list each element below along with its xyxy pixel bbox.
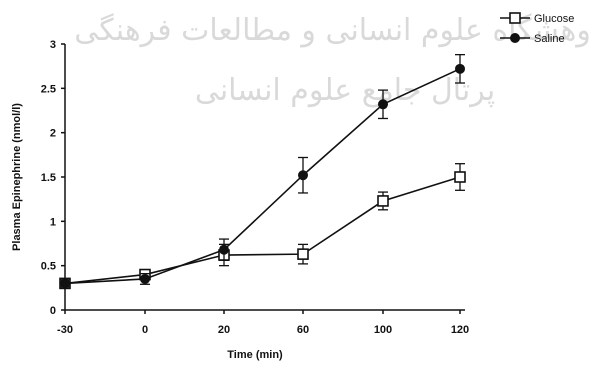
x-tick-label: 60 (297, 324, 309, 336)
data-point-glucose (454, 171, 466, 183)
data-point-saline (378, 99, 388, 110)
x-tick-label: 100 (374, 324, 392, 336)
x-tick-label: -30 (57, 324, 73, 336)
legend-label-saline: Saline (534, 33, 565, 45)
x-tick-label: 20 (218, 324, 230, 336)
series-layer (59, 53, 466, 290)
data-point-saline (455, 63, 465, 74)
data-point-saline (140, 273, 150, 284)
watermark-line-2: پرتال جامع علوم انسانی (195, 73, 495, 108)
y-tick-label: 3 (50, 39, 56, 51)
watermark: پژوهشگاه علوم انسانی و مطالعات فرهنگی پر… (74, 13, 589, 108)
y-tick-label: 2.5 (41, 83, 56, 95)
series-saline (60, 53, 465, 289)
y-tick-label: 1.5 (41, 172, 56, 184)
legend-marker-glucose (509, 12, 521, 24)
series-line-glucose (64, 176, 461, 285)
legend-marker-saline (510, 33, 520, 43)
y-axis-title: Plasma Epinephrine (nmol/l) (11, 103, 23, 251)
x-tick-label: 0 (142, 324, 148, 336)
legend: Glucose Saline (500, 12, 574, 45)
data-point-glucose (377, 195, 389, 207)
y-tick-label: 0 (50, 305, 56, 317)
series-line-saline (64, 68, 461, 285)
data-point-saline (60, 278, 70, 289)
y-tick-label: 1 (50, 216, 56, 228)
data-point-glucose (297, 248, 309, 260)
y-ticks: 0 0.5 1 1.5 2 2.5 3 (41, 39, 65, 317)
series-glucose (59, 163, 466, 290)
x-ticks: -30 0 20 60 100 120 (57, 310, 469, 336)
legend-label-glucose: Glucose (534, 13, 574, 25)
data-point-saline (219, 244, 229, 255)
watermark-line-1: پژوهشگاه علوم انسانی و مطالعات فرهنگی (74, 13, 589, 48)
data-point-saline (298, 170, 308, 181)
y-tick-label: 2 (50, 128, 56, 140)
x-axis-title: Time (min) (227, 349, 283, 361)
x-tick-label: 120 (451, 324, 469, 336)
y-tick-label: 0.5 (41, 261, 56, 273)
